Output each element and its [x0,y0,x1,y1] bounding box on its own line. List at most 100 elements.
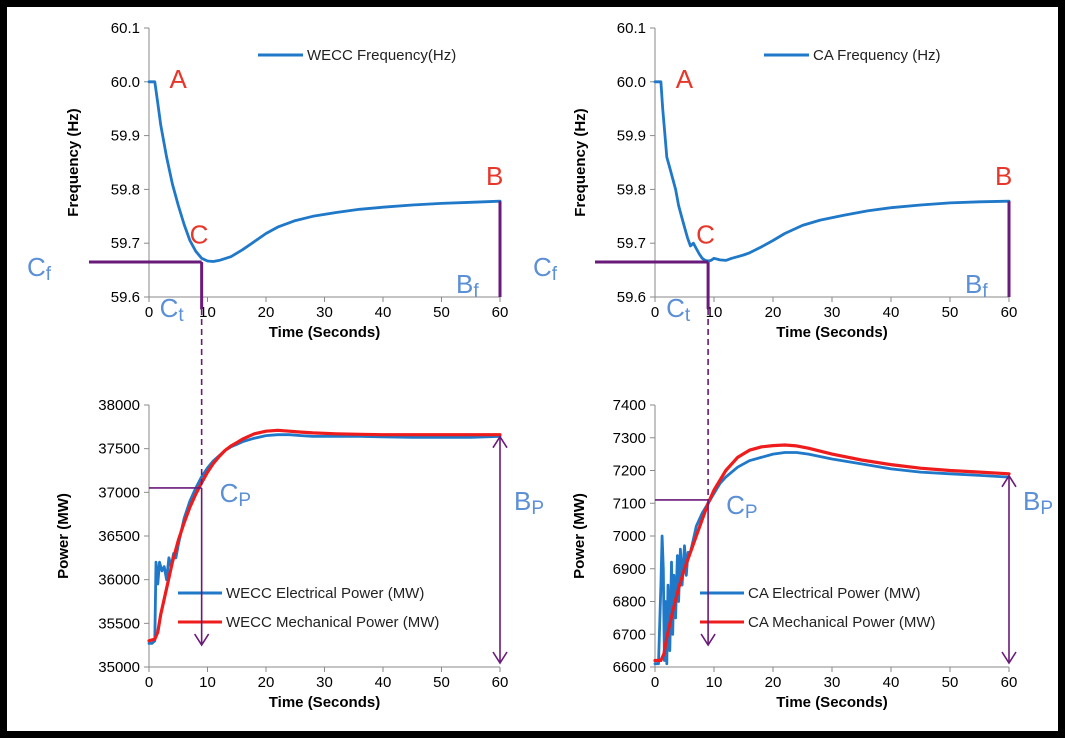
x-tick-label: 0 [651,674,659,691]
y-tick-label: 36500 [98,528,140,545]
frequency-line [147,80,502,263]
x-tick-label: 60 [1001,674,1018,691]
annotation-bp: BP [1023,486,1053,519]
x-tick-label: 20 [765,674,782,691]
annotation-b: B [995,161,1012,191]
x-axis-title: Time (Seconds) [269,324,380,341]
annotation-cf: Cf [27,252,52,285]
y-tick-label: 59.8 [111,181,140,198]
bp-arrow-top-head [492,435,508,449]
y-tick-label: 59.9 [617,128,646,145]
y-tick-label: 37500 [98,441,140,458]
x-tick-label: 20 [258,304,275,321]
x-tick-label: 30 [824,304,841,321]
annotation-c: C [190,219,209,249]
annotation-c: C [696,219,715,249]
x-tick-label: 50 [433,674,450,691]
annotation-bf: Bf [965,269,988,302]
x-tick-label: 60 [492,304,509,321]
y-tick-label: 59.7 [111,235,140,252]
x-tick-label: 40 [883,304,900,321]
x-tick-label: 40 [883,674,900,691]
y-tick-label: 59.8 [617,181,646,198]
ca-power-chart: 6600 6700 6800 6900 7000 7100 7200 7300 7400 0 10 2… [571,397,1053,711]
x-tick-label: 10 [199,674,216,691]
bp-arrow-top-head [1001,474,1017,488]
y-tick-label: 7300 [613,430,646,447]
wecc-power-chart: 35000 35500 36000 36500 37000 37500 38000 0 10 20… [55,397,544,711]
bp-arrow-head [1001,651,1017,665]
y-tick-label: 6900 [613,561,646,578]
x-axis-title: Time (Seconds) [776,694,887,711]
y-tick-label: 59.6 [617,289,646,306]
y-tick-label: 35500 [98,615,140,632]
ca-frequency-chart: 59.6 59.7 59.8 59.9 60.0 60.1 0 10 20 30 40 50 60 Tim… [533,20,1017,341]
x-tick-label: 0 [145,674,153,691]
annotation-bp: BP [514,486,544,519]
x-tick-label: 10 [706,674,723,691]
y-tick-label: 59.9 [111,128,140,145]
x-axis-title: Time (Seconds) [776,324,887,341]
x-tick-label: 30 [824,674,841,691]
annotation-a: A [170,64,188,94]
x-tick-label: 30 [316,674,333,691]
y-tick-label: 60.0 [111,74,140,91]
x-tick-label: 20 [258,674,275,691]
legend-label: CA Mechanical Power (MW) [748,614,936,631]
cp-arrow-head [700,633,716,647]
y-tick-label: 60.1 [111,20,140,37]
y-tick-label: 35000 [98,659,140,676]
y-tick-label: 37000 [98,484,140,501]
wecc-frequency-chart: 59.6 59.7 59.8 59.9 60.0 60.1 0 10 20 30 40 50 60 Tim… [27,20,508,341]
legend-label: WECC Frequency(Hz) [307,47,456,64]
x-tick-label: 50 [942,674,959,691]
x-tick-label: 60 [1001,304,1018,321]
y-tick-label: 59.7 [617,235,646,252]
y-tick-label: 7100 [613,495,646,512]
frequency-line [653,80,1011,263]
mechanical-power-line [653,443,1011,663]
annotation-cp: CP [726,490,757,523]
cross-chart-markers [200,309,709,500]
x-tick-label: 10 [706,304,723,321]
y-tick-label: 6600 [613,659,646,676]
bp-arrow-head [492,651,508,665]
legend-label: CA Electrical Power (MW) [748,585,921,602]
y-tick-label: 7200 [613,463,646,480]
y-tick-label: 60.0 [617,74,646,91]
y-tick-label: 60.1 [617,20,646,37]
y-tick-label: 7400 [613,397,646,414]
y-axis-title: Frequency (Hz) [65,108,82,216]
annotation-ct: Ct [160,293,185,326]
x-tick-label: 60 [492,674,509,691]
y-tick-label: 7000 [613,528,646,545]
x-tick-label: 10 [199,304,216,321]
y-tick-label: 6700 [613,626,646,643]
y-axis-title: Power (MW) [55,493,72,579]
cp-arrow-head [193,633,210,647]
y-axis-title: Frequency (Hz) [572,108,589,216]
x-tick-label: 0 [145,304,153,321]
annotation-bf: Bf [456,269,479,302]
annotation-b: B [486,161,503,191]
x-tick-label: 30 [316,304,333,321]
x-tick-label: 50 [433,304,450,321]
legend-label: WECC Mechanical Power (MW) [226,614,439,631]
x-tick-label: 20 [765,304,782,321]
x-tick-label: 40 [375,304,392,321]
legend-label: WECC Electrical Power (MW) [226,585,424,602]
mechanical-power-line [147,428,502,643]
annotation-ct: Ct [666,293,691,326]
y-tick-label: 36000 [98,572,140,589]
y-tick-label: 38000 [98,397,140,414]
electrical-power-line [147,433,502,645]
x-tick-label: 0 [651,304,659,321]
x-tick-label: 40 [375,674,392,691]
x-tick-label: 50 [942,304,959,321]
y-axis-title: Power (MW) [571,493,588,579]
annotation-a: A [676,64,694,94]
legend-label: CA Frequency (Hz) [813,47,941,64]
y-tick-label: 6800 [613,594,646,611]
